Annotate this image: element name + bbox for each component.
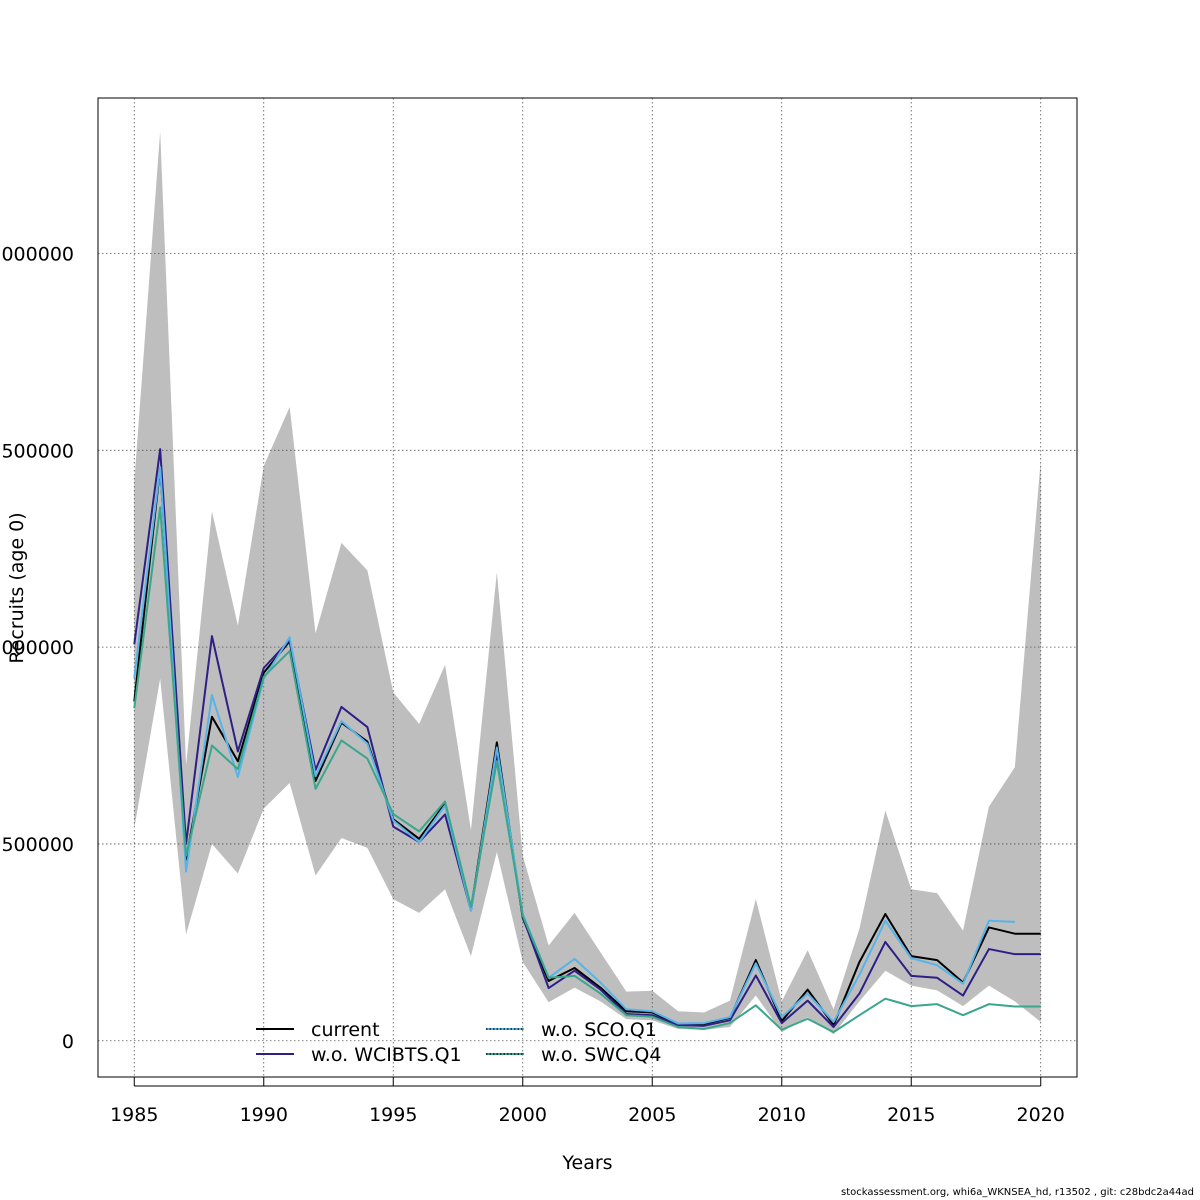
y-tick-label: 2000000 xyxy=(0,243,74,265)
x-axis: 1985 1990 1995 2000 2005 2010 2015 2020 xyxy=(110,1077,1065,1126)
y-tick-label: 1500000 xyxy=(0,440,74,462)
x-tick-label: 2000 xyxy=(499,1104,547,1126)
y-tick-label: 500000 xyxy=(1,834,74,856)
legend-label: w.o. SCO.Q1 xyxy=(541,1019,657,1041)
series-line xyxy=(133,466,1015,1025)
x-tick-label: 2020 xyxy=(1017,1104,1065,1126)
legend: current w.o. WCIBTS.Q1 w.o. SCO.Q1 w.o. SWC… xyxy=(256,1019,661,1066)
y-tick-label: 1000000 xyxy=(0,637,74,659)
x-tick-label: 2010 xyxy=(758,1104,806,1126)
series-line xyxy=(133,467,1041,1027)
y-axis: 0 500000 1000000 1500000 2000000 xyxy=(0,243,74,1052)
legend-label: w.o. WCIBTS.Q1 xyxy=(311,1044,462,1066)
series-layer xyxy=(133,448,1041,1034)
x-tick-label: 1985 xyxy=(110,1104,158,1126)
x-tick-label: 1990 xyxy=(240,1104,288,1126)
confidence-band-layer xyxy=(134,131,1041,1035)
y-axis-label: Recruits (age 0) xyxy=(6,512,28,663)
plot-frame xyxy=(97,97,1078,1078)
legend-label: current xyxy=(311,1019,380,1041)
confidence-band xyxy=(134,131,1041,1035)
legend-label: w.o. SWC.Q4 xyxy=(541,1044,661,1066)
footer-caption: stockassessment.org, whi6a_WKNSEA_hd, r1… xyxy=(841,1187,1194,1198)
grid-layer xyxy=(98,98,1077,1077)
x-tick-label: 1995 xyxy=(369,1104,417,1126)
y-tick-label: 0 xyxy=(62,1031,74,1053)
x-axis-label: Years xyxy=(561,1152,612,1174)
x-tick-label: 2005 xyxy=(628,1104,676,1126)
series-line xyxy=(133,506,1041,1034)
x-tick-label: 2015 xyxy=(887,1104,935,1126)
